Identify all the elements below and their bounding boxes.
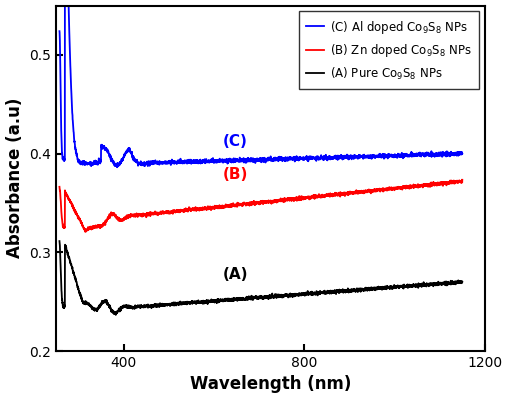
Text: (A): (A) — [223, 267, 248, 282]
Text: (B): (B) — [223, 167, 248, 182]
Text: (C): (C) — [223, 134, 248, 149]
X-axis label: Wavelength (nm): Wavelength (nm) — [189, 375, 351, 393]
Y-axis label: Absorbance (a.u): Absorbance (a.u) — [6, 98, 23, 259]
Legend: (C) Al doped Co$_9$S$_8$ NPs, (B) Zn doped Co$_9$S$_8$ NPs, (A) Pure Co$_9$S$_8$: (C) Al doped Co$_9$S$_8$ NPs, (B) Zn dop… — [299, 12, 479, 89]
